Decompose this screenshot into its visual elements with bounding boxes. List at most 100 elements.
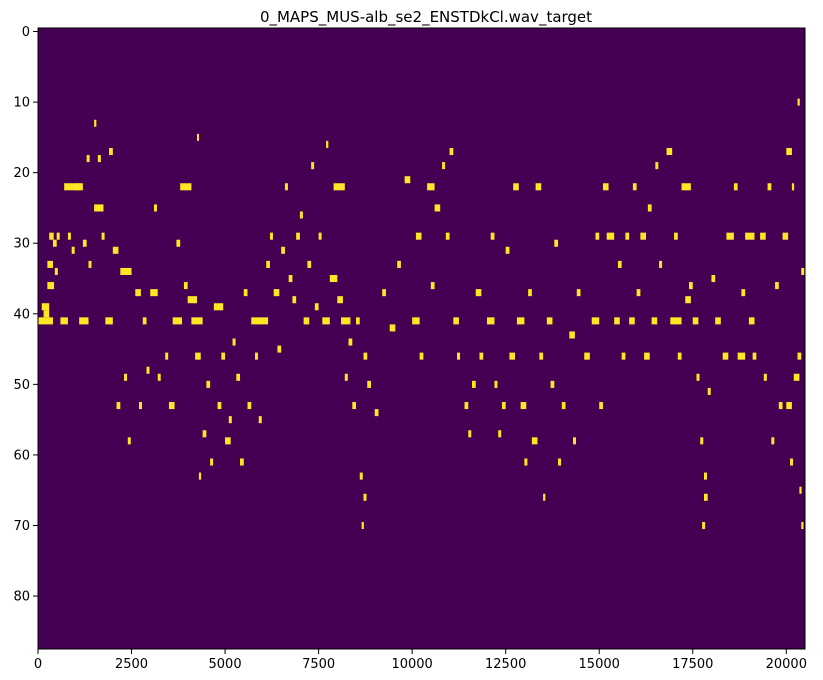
note-cell [284,183,288,191]
note-cell [202,430,207,438]
y-tick-label: 30 [13,237,30,252]
note-cell [692,317,699,325]
note-cell [520,402,527,410]
note-cell [397,260,401,268]
note-cell [195,352,201,360]
note-cell [348,338,353,346]
note-cell [266,260,270,268]
x-tick-label: 5000 [209,657,242,672]
x-axis: 0 2500 5000 7500 10000 12500 15000 17500 20000 [34,649,807,672]
note-cell [700,437,704,445]
x-tick-label: 20000 [766,657,807,672]
note-cell [94,119,97,127]
note-cell [490,232,495,240]
note-cell [737,352,746,360]
plot-area [37,27,806,650]
note-cell [494,380,498,388]
note-cell [498,430,502,438]
note-cell [124,373,128,381]
note-cell [457,352,461,360]
note-cell [561,402,566,410]
note-cell [696,373,700,381]
note-cell [801,267,805,275]
note-cell [303,317,310,325]
note-cell [221,352,226,360]
note-cell [543,493,546,501]
note-cell [153,204,157,212]
note-cell [558,458,562,466]
note-cell [516,317,525,325]
note-cell [464,402,469,410]
note-cell [296,232,300,240]
y-tick-label: 20 [13,166,30,181]
note-cell [299,211,303,219]
note-cell [434,204,441,212]
note-cell [116,402,121,410]
note-cell [47,260,53,268]
note-cell [591,317,600,325]
note-cell [56,232,60,240]
note-cell [318,232,322,240]
note-cell [105,317,113,325]
note-cell [41,303,50,311]
note-cell [632,183,637,191]
note-cell [210,458,214,466]
note-cell [531,437,538,445]
note-cell [363,493,367,501]
note-cell [255,352,258,360]
note-cell [176,239,181,247]
note-cell [621,352,626,360]
note-cell [486,317,495,325]
note-cell [573,437,577,445]
note-cell [258,416,262,424]
note-cell [472,380,476,388]
note-cell [337,296,343,304]
note-cell [344,373,348,381]
note-cell [677,352,682,360]
note-cell [528,289,532,297]
note-cell [775,282,779,290]
note-cell [786,147,792,156]
note-cell [711,274,716,283]
note-cell [88,260,92,268]
note-cell [602,183,609,191]
note-cell [539,352,544,360]
note-cell [269,232,273,240]
note-cell [326,140,329,148]
note-cell [142,317,147,325]
note-cell [187,296,198,304]
y-axis: 0 10 20 30 40 50 60 70 80 [13,25,38,605]
note-cell [475,289,482,297]
note-cell [625,232,630,240]
note-cell [629,317,635,325]
note-cell [191,317,203,325]
x-tick-label: 7500 [302,657,335,672]
note-cell [311,162,315,170]
note-cell [442,162,446,170]
note-cell [797,98,800,106]
note-cell [47,282,55,290]
x-tick-label: 0 [34,657,42,672]
note-cell [468,430,472,438]
note-cell [689,282,693,290]
note-cell [359,472,363,480]
note-cell [277,345,282,353]
note-cell [799,486,802,494]
note-cell [752,352,757,360]
note-cell [647,204,652,212]
note-cell [715,317,721,325]
note-cell [644,352,650,360]
note-cell [606,232,615,240]
note-cell [576,289,581,297]
note-cell [389,324,396,332]
note-cell [722,352,729,360]
note-cell [82,239,87,247]
note-cell [109,147,113,156]
note-cell [535,183,542,191]
y-tick-label: 70 [13,519,30,534]
heatmap-background [38,28,805,649]
note-cell [382,289,386,297]
note-cell [363,352,368,360]
note-cell [505,246,510,254]
note-cell [449,147,454,156]
